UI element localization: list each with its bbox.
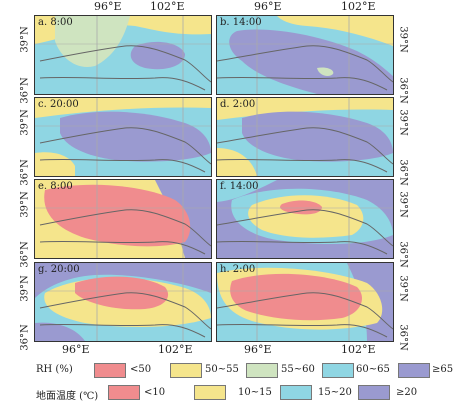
panel-c-label: c. 20:00 (38, 99, 79, 110)
legend-temp-swatch-1 (108, 385, 140, 400)
panel-b: b. 14:00 (216, 15, 394, 95)
lat-36-row4-right: 36°N (397, 324, 409, 351)
legend-rh-label-2: 50~55 (205, 364, 239, 375)
top-lon-102-right: 102°E (341, 0, 376, 13)
bottom-lon-102-right: 102°E (341, 343, 376, 356)
legend-rh-label-4: 60~65 (356, 364, 390, 375)
legend-temp-label-2: 10~15 (238, 387, 272, 398)
panel-a-label: a. 8:00 (38, 17, 73, 28)
panel-f: f. 14:00 (216, 179, 394, 259)
lat-39-row2-left: 39°N (19, 109, 31, 136)
lat-39-row1-left: 39°N (19, 26, 31, 53)
legend-rh-swatch-2 (170, 363, 202, 378)
lat-39-row4-left: 39°N (19, 275, 31, 302)
lat-36-row2-right: 36°N (397, 159, 409, 186)
panel-a: a. 8:00 (34, 15, 212, 95)
legend-rh-swatch-4 (322, 363, 354, 378)
legend-rh-swatch-1 (94, 363, 126, 378)
legend-rh-label-5: ≥65 (432, 364, 454, 375)
lat-36-row3-left: 36°N (19, 241, 31, 268)
lat-36-row4-left: 36°N (19, 324, 31, 351)
lat-39-row3-right: 39°N (397, 191, 409, 218)
bottom-lon-96-left: 96°E (62, 343, 90, 356)
panel-f-label: f. 14:00 (220, 181, 259, 192)
legend-temp-label-1: <10 (144, 387, 166, 398)
bottom-lon-102-left: 102°E (158, 343, 193, 356)
panel-g: g. 20:00 (34, 262, 212, 342)
lat-39-row2-right: 39°N (397, 109, 409, 136)
panel-c: c. 20:00 (34, 97, 212, 177)
legend-rh-swatch-5 (398, 363, 430, 378)
bottom-lon-96-right: 96°E (244, 343, 272, 356)
top-lon-96-right: 96°E (254, 0, 282, 13)
legend-temp-label-3: 15~20 (318, 387, 352, 398)
panel-h-label: h. 2:00 (220, 264, 256, 275)
lat-36-row1-left: 36°N (19, 77, 31, 104)
legend-rh-label-3: 55~60 (281, 364, 315, 375)
legend-temp-swatch-4 (358, 385, 390, 400)
panel-h: h. 2:00 (216, 262, 394, 342)
lat-39-row3-left: 39°N (19, 191, 31, 218)
lat-36-row1-right: 36°N (397, 77, 409, 104)
legend-temp-swatch-2 (194, 385, 226, 400)
panel-b-label: b. 14:00 (220, 17, 262, 28)
lat-39-row4-right: 39°N (397, 275, 409, 302)
panel-d: d. 2:00 (216, 97, 394, 177)
legend-rh-title: RH (%) (36, 364, 73, 375)
panel-d-label: d. 2:00 (220, 99, 256, 110)
panel-e: e. 8:00 (34, 179, 212, 259)
legend-rh-label-1: <50 (130, 364, 152, 375)
panel-e-label: e. 8:00 (38, 181, 73, 192)
legend-temp-swatch-3 (280, 385, 312, 400)
legend-temp-title: 地面温度 (℃) (36, 391, 99, 402)
legend-rh-swatch-3 (246, 363, 278, 378)
top-lon-96-left: 96°E (94, 0, 122, 13)
top-lon-102-left: 102°E (150, 0, 185, 13)
lat-39-row1-right: 39°N (397, 26, 409, 53)
panel-g-label: g. 20:00 (38, 264, 80, 275)
lat-36-row2-left: 36°N (19, 159, 31, 186)
lat-36-row3-right: 36°N (397, 241, 409, 268)
legend-temp-label-4: ≥20 (396, 387, 418, 398)
